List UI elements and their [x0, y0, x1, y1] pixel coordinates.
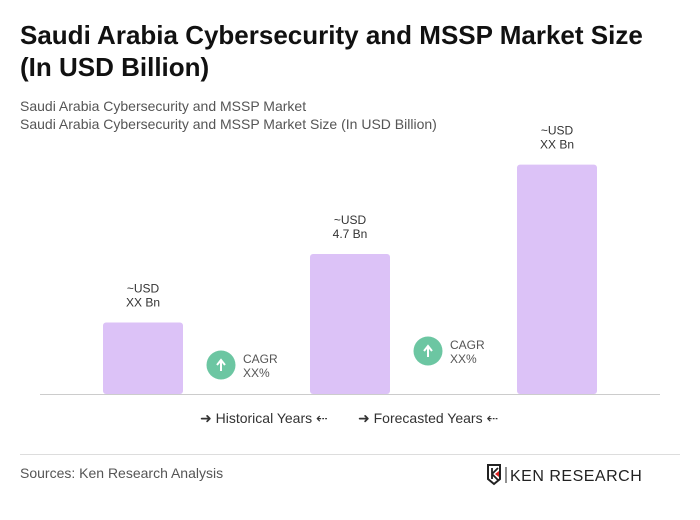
- arrow-right-icon: ➜: [200, 410, 212, 426]
- cagr-value: XX%: [243, 366, 270, 380]
- bar-data-label: ~USD: [127, 282, 160, 296]
- footer-divider: [20, 454, 680, 455]
- sources-text: Sources: Ken Research Analysis: [20, 465, 224, 481]
- arrow-up-icon: [216, 358, 226, 371]
- chart-subtitle: Saudi Arabia Cybersecurity and MSSP Mark…: [20, 98, 307, 114]
- bar-data-label: XX Bn: [540, 138, 574, 152]
- arrow-left-icon: ⇠: [316, 410, 328, 426]
- arrow-right-icon: ➜: [358, 410, 370, 426]
- legend-forecasted-label: Forecasted Years: [373, 410, 483, 426]
- cagr-value: XX%: [450, 352, 477, 366]
- bar-data-label: XX Bn: [126, 296, 160, 310]
- cagr-label: CAGR: [243, 352, 278, 366]
- ken-research-logo: KEN RESEARCH: [487, 464, 642, 486]
- bar-data-label: ~USD: [541, 124, 574, 138]
- bar: [103, 322, 183, 394]
- chart-subtitle-2: Saudi Arabia Cybersecurity and MSSP Mark…: [20, 116, 437, 132]
- legend-forecasted: ➜ Forecasted Years ⇠: [358, 410, 498, 427]
- cagr-label: CAGR: [450, 338, 485, 352]
- bar: [310, 254, 390, 394]
- bar-data-label: ~USD: [334, 213, 367, 227]
- bar: [517, 164, 597, 394]
- bar-data-label: 4.7 Bn: [333, 227, 368, 241]
- arrow-up-icon: [423, 344, 433, 357]
- chart-title: Saudi Arabia Cybersecurity and MSSP Mark…: [20, 20, 643, 82]
- svg-text:KEN RESEARCH: KEN RESEARCH: [510, 468, 642, 485]
- legend-historical-label: Historical Years: [215, 410, 313, 426]
- arrow-left-icon: ⇠: [486, 410, 499, 426]
- legend-historical: ➜ Historical Years ⇠: [200, 410, 328, 427]
